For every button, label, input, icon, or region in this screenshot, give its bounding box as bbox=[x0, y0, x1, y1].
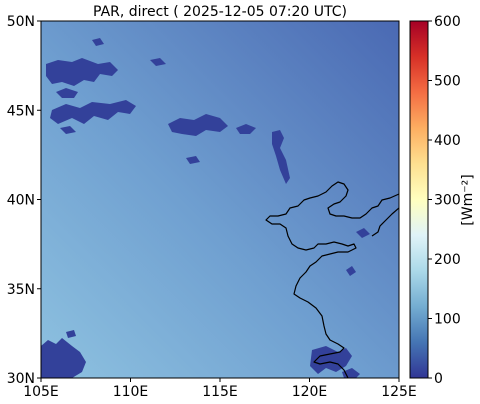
colorbar-tick-label: 100 bbox=[434, 312, 461, 328]
cloud-patch-east-small-2 bbox=[346, 266, 356, 276]
cloud-patch-central-3 bbox=[186, 156, 200, 164]
cloud-patch-northwest-2 bbox=[56, 88, 78, 98]
cloud-patch-east-small bbox=[356, 228, 370, 238]
x-tick-label: 115E bbox=[202, 384, 238, 400]
cloud-patch-northwest bbox=[46, 58, 118, 86]
x-tick-label: 125E bbox=[381, 384, 417, 400]
coastline-korea-west bbox=[371, 207, 399, 237]
map-title: PAR, direct ( 2025-12-05 07:20 UTC) bbox=[93, 4, 347, 20]
y-tick-label: 45N bbox=[7, 103, 35, 119]
y-tick-label: 30N bbox=[7, 371, 35, 387]
x-tick-label: 120E bbox=[292, 384, 328, 400]
y-tick-label: 35N bbox=[7, 282, 35, 298]
cloud-patch-southwest bbox=[41, 338, 86, 378]
cloud-patch-north bbox=[150, 58, 166, 66]
map-area bbox=[41, 21, 399, 378]
x-axis: 105E 110E 115E 120E 125E bbox=[23, 378, 417, 400]
colorbar-tick-label: 400 bbox=[434, 133, 461, 149]
cloud-patch-central-2 bbox=[236, 124, 256, 134]
y-tick-label: 50N bbox=[7, 14, 35, 30]
colorbar: 0 100 200 300 400 500 600 [Wm⁻²] bbox=[409, 14, 476, 387]
par-field bbox=[41, 21, 399, 378]
cloud-patch-central bbox=[168, 114, 228, 136]
x-tick-label: 110E bbox=[113, 384, 149, 400]
colorbar-label: [Wm⁻²] bbox=[460, 174, 476, 225]
y-axis: 30N 35N 40N 45N 50N bbox=[7, 14, 41, 387]
colorbar-tick-label: 200 bbox=[434, 252, 461, 268]
cloud-patch-45n-west bbox=[50, 100, 136, 124]
colorbar-fill bbox=[410, 21, 428, 378]
colorbar-ticks: 0 100 200 300 400 500 600 bbox=[428, 14, 461, 387]
colorbar-tick-label: 0 bbox=[434, 371, 443, 387]
cloud-patch-southwest-2 bbox=[66, 330, 76, 338]
colorbar-tick-label: 300 bbox=[434, 193, 461, 209]
cloud-patch-45n-west-2 bbox=[60, 126, 76, 134]
cloud-patch-east-strand bbox=[272, 130, 290, 184]
colorbar-tick-label: 600 bbox=[434, 14, 461, 30]
cloud-patch-north-2 bbox=[92, 38, 104, 46]
y-tick-label: 40N bbox=[7, 193, 35, 209]
coastline-bohai bbox=[265, 181, 399, 378]
colorbar-tick-label: 500 bbox=[434, 74, 461, 90]
x-tick-label: 105E bbox=[23, 384, 59, 400]
coastline bbox=[265, 181, 399, 378]
